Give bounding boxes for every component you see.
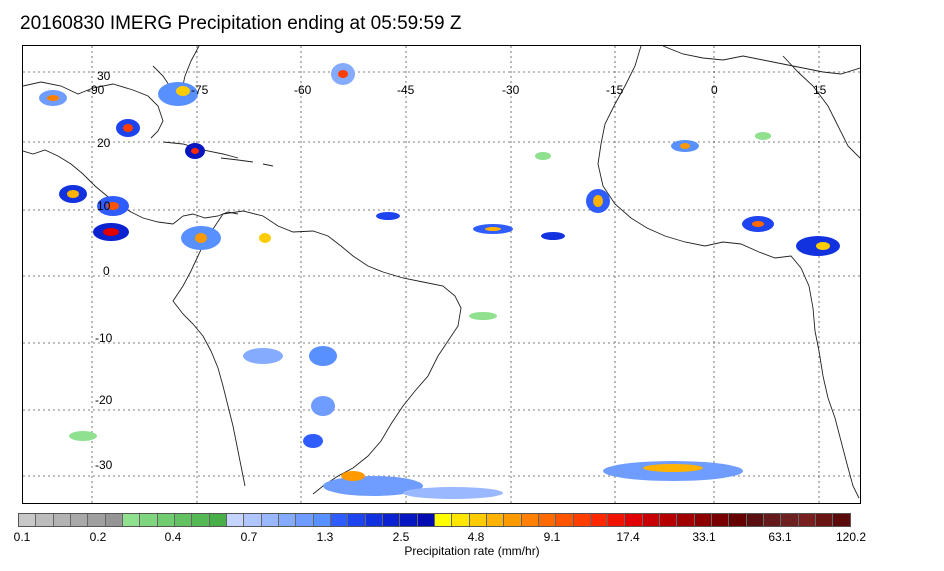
colorbar-swatch [417,514,435,526]
lat-label: 10 [97,199,111,213]
colorbar-swatch [504,514,522,526]
colorbar-tick: 2.5 [392,530,410,544]
colorbar-tick: 0.2 [89,530,107,544]
colorbar-swatch [140,514,158,526]
lat-label: 30 [97,69,111,83]
lat-label: -20 [95,393,113,407]
colorbar-swatch [642,514,661,526]
colorbar-swatch [452,514,470,526]
colorbar-swatch [174,514,193,526]
colorbar-tick: 4.8 [467,530,485,544]
precipitation-map: -90 -75 -60 -45 -30 -15 0 15 30 20 10 0 … [22,45,861,504]
colorbar-swatch [53,514,71,526]
colorbar-swatch [313,514,331,526]
lat-label: 0 [103,264,110,278]
lon-label: -15 [606,83,624,97]
colorbar-tick: 33.1 [692,530,716,544]
lon-label: -60 [294,83,312,97]
gridlines [23,46,860,503]
lon-label: 0 [711,83,718,97]
lon-label: -90 [87,83,105,97]
colorbar-swatch [400,514,418,526]
colorbar-swatch [36,514,54,526]
colorbar-swatch [19,514,37,526]
lat-label: 20 [97,136,111,150]
map-title: 20160830 IMERG Precipitation ending at 0… [20,13,462,34]
precipitation-colorbar [18,513,851,527]
colorbar-swatch [798,514,817,526]
colorbar-swatch [105,514,123,526]
colorbar-swatch [469,514,487,526]
colorbar-swatch [486,514,505,526]
colorbar-swatch [521,514,539,526]
colorbar-swatch [296,514,314,526]
lon-label: -30 [502,83,520,97]
lat-label: -30 [95,458,113,472]
colorbar-swatch [330,514,349,526]
colorbar-tick: 9.1 [543,530,561,544]
colorbar-label: Precipitation rate (mm/hr) [404,544,540,558]
colorbar-tick: 120.2 [835,530,867,544]
lat-label: -10 [95,331,113,345]
precipitation-patches [39,63,840,499]
colorbar-swatch [677,514,695,526]
colorbar-swatch [556,514,574,526]
colorbar-swatch [608,514,626,526]
colorbar-swatch [278,514,297,526]
colorbar-tick: 0.1 [13,530,31,544]
colorbar-swatch [833,514,850,526]
colorbar-swatch [382,514,401,526]
colorbar-swatch [764,514,782,526]
colorbar-swatch [209,514,227,526]
colorbar-swatch [712,514,730,526]
coastlines [23,46,860,499]
colorbar-tick: 1.3 [316,530,334,544]
colorbar-swatch [781,514,799,526]
colorbar-swatch [261,514,279,526]
longitude-labels: -90 -75 -60 -45 -30 -15 0 15 [87,83,827,97]
colorbar-tick: 63.1 [768,530,792,544]
colorbar-swatch [746,514,765,526]
colorbar-swatch [348,514,366,526]
colorbar-swatch [816,514,834,526]
colorbar-swatch [434,514,453,526]
colorbar-swatch [244,514,262,526]
colorbar-swatch [192,514,210,526]
colorbar-swatch [538,514,557,526]
colorbar-tick: 17.4 [616,530,640,544]
colorbar-swatch [157,514,175,526]
colorbar-swatch [122,514,141,526]
lon-label: 15 [813,83,827,97]
colorbar-tick: 0.7 [240,530,258,544]
colorbar-swatch [365,514,383,526]
lon-label: -75 [191,83,209,97]
colorbar-swatch [573,514,591,526]
colorbar-swatch [660,514,678,526]
colorbar-swatch [694,514,713,526]
colorbar-swatch [88,514,106,526]
colorbar-swatch [729,514,747,526]
map-canvas: -90 -75 -60 -45 -30 -15 0 15 30 20 10 0 … [23,46,860,503]
colorbar-swatch [70,514,89,526]
colorbar-swatch [625,514,643,526]
latitude-labels: 30 20 10 0 -10 -20 -30 [95,69,113,472]
colorbar-swatch [590,514,609,526]
lon-label: -45 [397,83,415,97]
colorbar-swatch [226,514,245,526]
colorbar-tick: 0.4 [164,530,182,544]
